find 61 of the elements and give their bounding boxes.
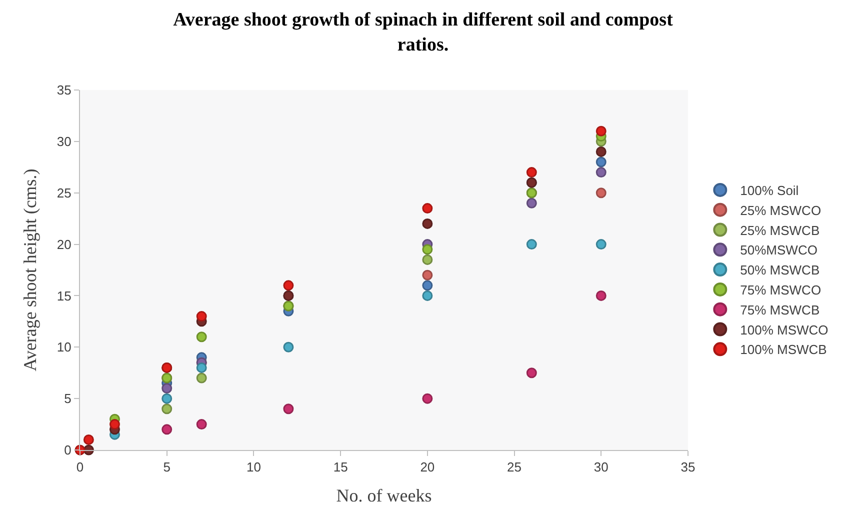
y-tick-label: 10 bbox=[56, 340, 72, 355]
y-axis-title: Average shoot height (cms.) bbox=[20, 168, 40, 372]
point bbox=[596, 167, 606, 178]
legend-label: 50% MSWCB bbox=[740, 262, 820, 278]
point bbox=[596, 146, 606, 157]
point bbox=[196, 419, 207, 430]
point bbox=[596, 290, 606, 301]
point bbox=[196, 311, 207, 322]
y-tick-label: 15 bbox=[56, 288, 72, 304]
x-tick-label: 10 bbox=[246, 460, 261, 475]
legend-label: 100% MSWCO bbox=[740, 322, 828, 338]
point bbox=[283, 280, 294, 291]
point bbox=[422, 280, 433, 291]
x-tick-label: 0 bbox=[76, 460, 84, 475]
point bbox=[526, 167, 537, 178]
point bbox=[196, 332, 207, 342]
legend-label: 50%MSWCO bbox=[740, 242, 818, 258]
x-tick-label: 20 bbox=[420, 460, 435, 475]
point bbox=[162, 424, 172, 435]
y-tick-label: 0 bbox=[64, 442, 72, 458]
point bbox=[596, 156, 606, 168]
chart-title: Average shoot growth of spinach in different soil and compost ratios. bbox=[173, 10, 674, 56]
point bbox=[596, 188, 606, 198]
point bbox=[83, 434, 94, 445]
point bbox=[422, 290, 433, 301]
y-tick-label: 30 bbox=[56, 134, 72, 149]
legend-label: 75% MSWCB bbox=[740, 302, 820, 318]
point bbox=[422, 218, 433, 229]
x-axis-title: No. of weeks bbox=[336, 486, 432, 506]
legend-label: 100% MSWCB bbox=[740, 342, 827, 358]
point bbox=[196, 362, 207, 373]
point bbox=[422, 254, 433, 265]
point bbox=[162, 404, 172, 414]
point bbox=[162, 393, 172, 404]
point bbox=[196, 372, 207, 384]
point bbox=[596, 126, 606, 136]
legend-label: 25% MSWCO bbox=[740, 202, 822, 218]
x-tick-label: 30 bbox=[594, 460, 608, 475]
y-tick-label: 5 bbox=[64, 391, 72, 406]
legend-label: 75% MSWCO bbox=[740, 282, 822, 298]
y-tick-label: 20 bbox=[56, 236, 72, 252]
y-tick-label: 25 bbox=[56, 185, 72, 200]
legend-label: 100% Soil bbox=[740, 183, 799, 198]
point bbox=[422, 203, 433, 214]
x-tick-label: 15 bbox=[333, 460, 348, 475]
point bbox=[596, 239, 606, 250]
point bbox=[526, 239, 537, 250]
point bbox=[422, 244, 433, 255]
x-tick-label: 25 bbox=[507, 460, 522, 475]
point bbox=[422, 393, 433, 404]
point bbox=[283, 342, 294, 352]
point bbox=[526, 368, 537, 378]
point bbox=[162, 383, 172, 394]
legend-label: 25% MSWCB bbox=[740, 222, 820, 238]
point bbox=[109, 419, 120, 430]
y-tick-label: 35 bbox=[56, 82, 72, 98]
x-tick-label: 35 bbox=[680, 460, 696, 475]
point bbox=[422, 270, 433, 280]
x-tick-label: 5 bbox=[163, 460, 170, 475]
point bbox=[283, 404, 294, 414]
point bbox=[526, 198, 537, 208]
